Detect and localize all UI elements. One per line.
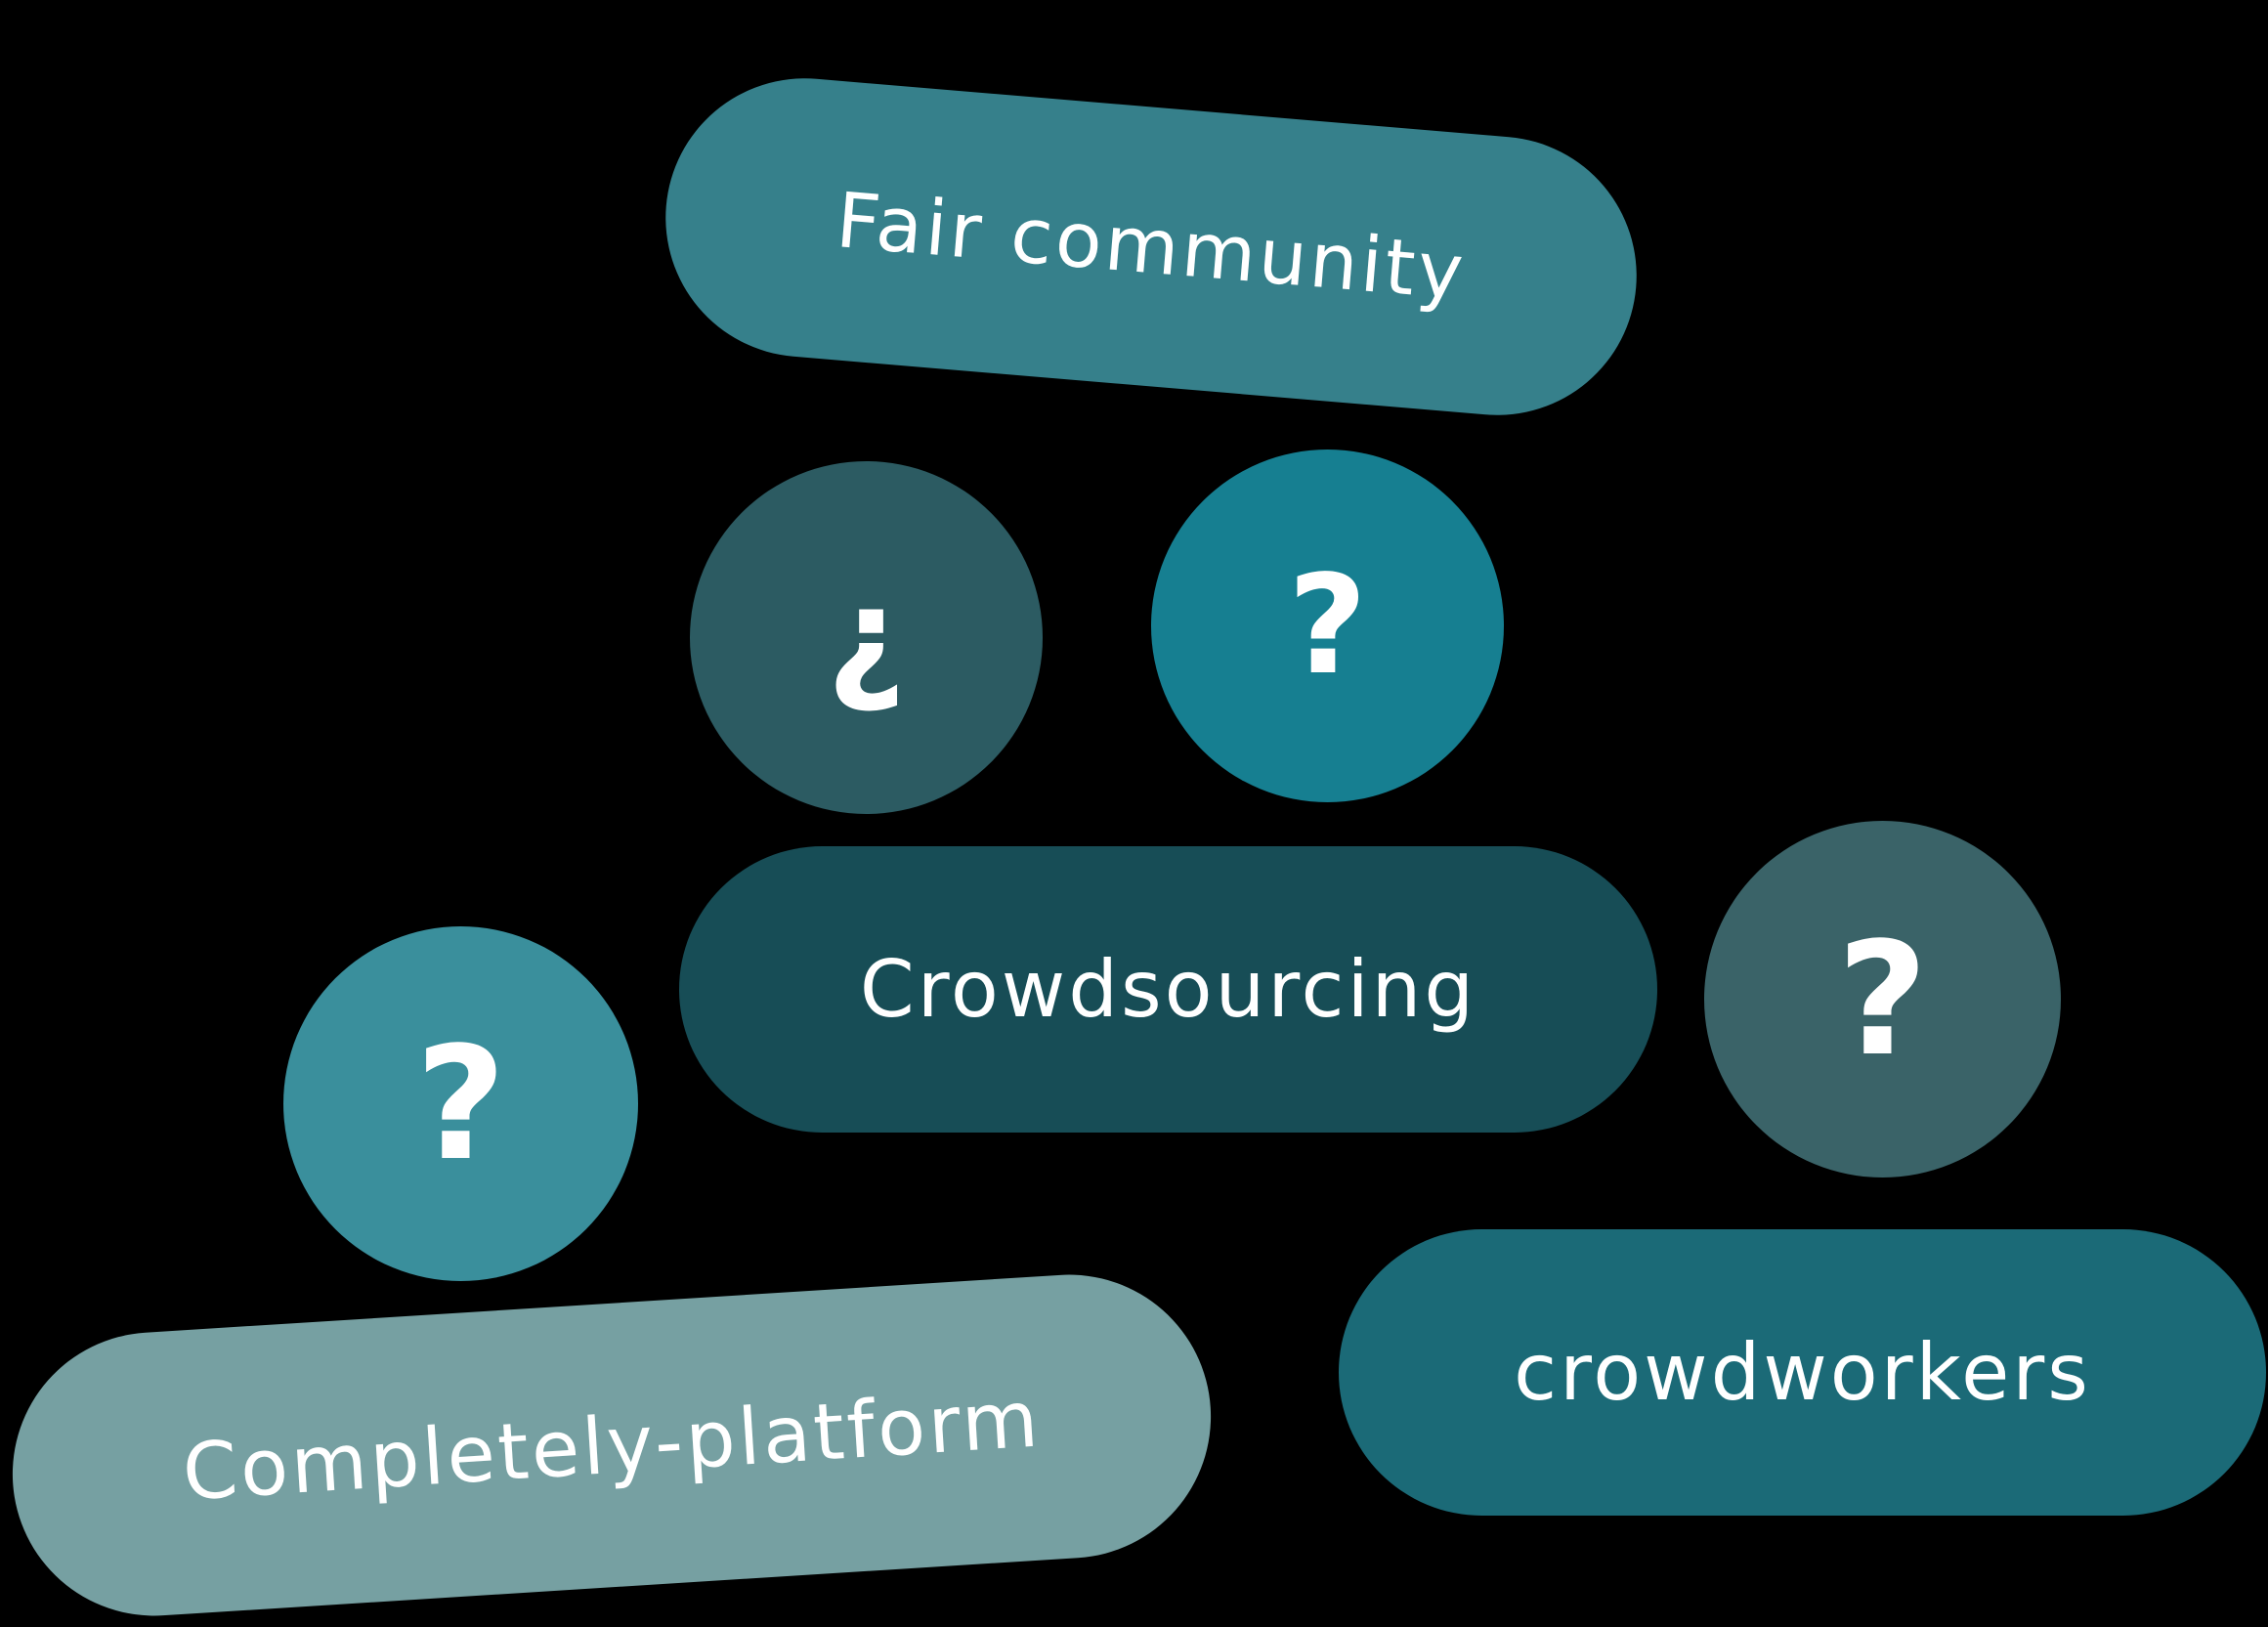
crowdworkers-pill: crowdworkers xyxy=(1339,1229,2266,1516)
fair-community-pill: Fair community xyxy=(654,66,1648,427)
question-mark-icon: ? xyxy=(1287,545,1368,706)
question-bubble-right: ? xyxy=(1704,821,2061,1177)
completely-platform-pill: Completely-platform xyxy=(4,1265,1220,1625)
crowdsourcing-label: Crowdsourcing xyxy=(859,944,1477,1035)
fair-community-label: Fair community xyxy=(833,176,1470,318)
completely-platform-label: Completely-platform xyxy=(180,1372,1044,1519)
question-mark-icon: ? xyxy=(415,1011,506,1195)
question-bubble-left: ? xyxy=(283,926,638,1281)
inverted-question-bubble: ¿ xyxy=(690,461,1043,814)
question-bubble-top: ? xyxy=(1151,450,1504,802)
crowdsourcing-pill: Crowdsourcing xyxy=(679,846,1657,1133)
inverted-question-mark-icon: ¿ xyxy=(826,557,907,717)
crowdworkers-label: crowdworkers xyxy=(1514,1327,2091,1418)
question-mark-icon: ? xyxy=(1837,907,1928,1091)
